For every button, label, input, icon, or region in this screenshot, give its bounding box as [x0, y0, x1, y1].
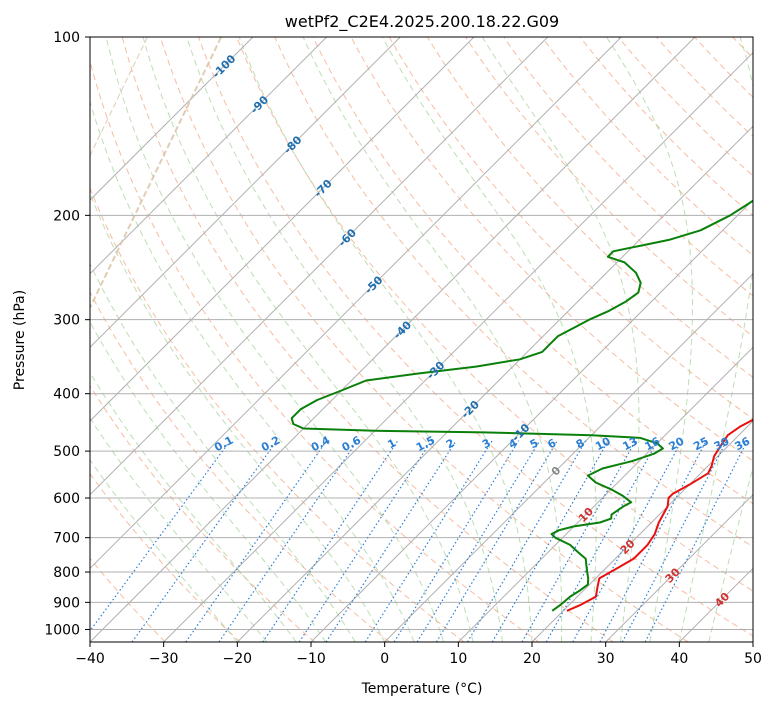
- mixing-ratio-label: 30: [712, 434, 732, 453]
- moist-adiabat-line: [481, 37, 640, 642]
- isotherm-line: [384, 272, 753, 642]
- dry-adiabat-line: [121, 37, 614, 642]
- mixing-ratio-line: [90, 440, 231, 632]
- isotherm-line: [90, 37, 254, 201]
- mixing-ratio-line: [185, 440, 328, 642]
- moist-adiabat-line: [708, 465, 753, 642]
- y-tick-label: 700: [53, 531, 80, 547]
- isotherm-line: [605, 493, 753, 642]
- dry-adiabat-line: [197, 37, 753, 637]
- mixing-ratio-line: [435, 440, 558, 642]
- mixing-ratio-lines: [90, 440, 748, 642]
- mixing-ratio-line: [298, 440, 432, 642]
- mixing-ratio-line: [621, 440, 728, 642]
- mixing-ratio-line: [491, 440, 609, 642]
- isotherm-line: [90, 37, 549, 496]
- x-tick-label: −10: [296, 651, 326, 667]
- x-tick-label: −20: [223, 651, 253, 667]
- dry-adiabat-line: [90, 59, 540, 642]
- isotherm-line: [90, 37, 401, 349]
- chart-title: wetPf2_C2E4.2025.200.18.22.G09: [285, 12, 559, 32]
- x-tick-label: −30: [149, 651, 179, 667]
- moist-adiabat-line: [606, 37, 693, 642]
- y-tick-label: 800: [53, 565, 80, 581]
- mixing-ratio-line: [644, 440, 748, 642]
- moist-adiabat-line: [90, 459, 238, 642]
- mixing-ratio-line: [393, 440, 520, 642]
- isotherm-line: [236, 125, 753, 642]
- moist-adiabat-line: [105, 37, 445, 642]
- x-tick-label: 30: [597, 651, 615, 667]
- isotherm-line: [457, 346, 753, 642]
- boundary-curves: [90, 37, 223, 310]
- temperature-line: [566, 418, 753, 612]
- isotherm-line: [310, 199, 753, 642]
- mixing-ratio-line: [416, 440, 541, 642]
- y-tick-label: 900: [53, 595, 80, 611]
- profile-lines: [290, 199, 753, 612]
- moist-adiabat-line: [90, 321, 327, 642]
- moist-adiabat-line: [90, 417, 268, 642]
- moist-adiabat-line: [90, 262, 356, 642]
- moist-adiabat-line: [186, 37, 503, 642]
- dry-adiabat-line: [312, 37, 753, 505]
- y-tick-label: 500: [53, 444, 80, 460]
- y-tick-label: 300: [53, 313, 80, 329]
- moist-adiabat-line: [302, 37, 563, 642]
- y-tick-label: 200: [53, 208, 80, 224]
- dry-adiabat-line: [90, 291, 390, 642]
- dry-adiabat-line: [159, 37, 689, 642]
- dewpoint-line: [290, 199, 753, 612]
- isotherm-line: [90, 37, 696, 642]
- x-axis-ticks: −40 −30 −20 −10 0 10 20 30 40 50: [75, 642, 762, 667]
- y-tick-label: 400: [53, 387, 80, 403]
- mixing-ratio-line: [466, 440, 587, 642]
- moist-adiabat-line: [90, 371, 297, 642]
- x-tick-label: 10: [449, 651, 467, 667]
- y-axis-label: Pressure (hPa): [12, 290, 28, 390]
- mixing-ratio-line: [521, 440, 637, 642]
- x-tick-label: 0: [380, 651, 389, 667]
- mixing-ratio-line: [218, 440, 358, 642]
- y-tick-label: 1000: [44, 622, 80, 638]
- plot-frame: [89, 36, 754, 643]
- mixing-ratio-label: 13: [620, 435, 640, 454]
- x-tick-label: 40: [670, 651, 688, 667]
- isotherm-line: [531, 420, 753, 642]
- isotherm-line: [90, 37, 328, 275]
- y-axis-ticks: 100 200 300 400 500 600 700 800 900 1000: [44, 30, 90, 638]
- mixing-ratio-label: 25: [691, 435, 711, 454]
- mixing-ratio-label: 10: [593, 434, 613, 453]
- dry-adiabat-line: [503, 37, 753, 297]
- x-tick-label: −40: [75, 651, 105, 667]
- y-tick-label: 600: [53, 491, 80, 507]
- x-tick-label: 50: [744, 651, 762, 667]
- mixing-ratio-line: [131, 440, 278, 642]
- moist-adiabat-line: [90, 192, 386, 642]
- mixing-ratio-label: 20: [667, 434, 687, 453]
- moist-adiabat-line: [238, 37, 533, 642]
- isotherm-line: [163, 51, 753, 642]
- mixing-ratio-label: 16: [643, 434, 663, 453]
- x-tick-label: 20: [523, 651, 541, 667]
- mixing-ratio-label: 36: [733, 434, 753, 453]
- mixing-ratio-line: [262, 440, 399, 642]
- moist-adiabat-line: [381, 37, 597, 642]
- isotherm-line: [90, 37, 622, 570]
- dry-adiabat-line: [274, 37, 753, 548]
- y-tick-label: 100: [53, 30, 80, 46]
- dry-adiabat-line: [90, 384, 316, 642]
- grid-lines: [90, 37, 753, 642]
- boundary-curve: [90, 37, 223, 310]
- isotherm-line: [90, 37, 475, 422]
- moist-adiabat-line: [678, 37, 753, 642]
- x-axis-label: Temperature (°C): [361, 681, 483, 697]
